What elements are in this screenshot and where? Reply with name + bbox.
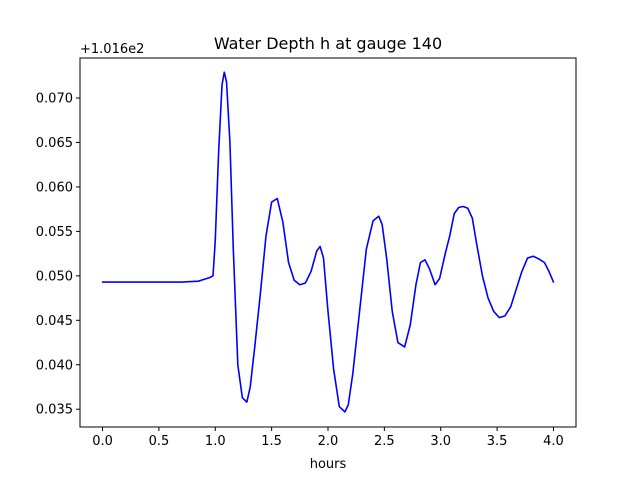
y-tick-label: 0.050	[36, 269, 73, 284]
x-tick-label: 1.0	[205, 434, 226, 449]
y-axis-offset-text: +1.016e2	[80, 42, 144, 57]
x-tick-label: 0.5	[149, 434, 170, 449]
series-line-0	[101, 71, 555, 413]
y-tick-label: 0.035	[36, 403, 73, 418]
y-tick-label: 0.055	[36, 225, 73, 240]
y-tick-label: 0.065	[36, 136, 73, 151]
chart-title: Water Depth h at gauge 140	[214, 34, 442, 53]
y-tick-label: 0.045	[36, 314, 73, 329]
x-tick-label: 1.5	[261, 434, 282, 449]
plot-area	[80, 58, 576, 427]
x-axis-label: hours	[310, 457, 347, 472]
x-tick-label: 0.0	[92, 434, 113, 449]
x-tick-label: 2.0	[318, 434, 339, 449]
y-tick-label: 0.060	[36, 180, 73, 195]
y-tick-label: 0.040	[36, 358, 73, 373]
x-tick-label: 2.5	[374, 434, 395, 449]
x-tick-label: 3.5	[487, 434, 508, 449]
y-tick-label: 0.070	[36, 92, 73, 107]
x-tick-label: 3.0	[430, 434, 451, 449]
x-tick-label: 4.0	[543, 434, 564, 449]
